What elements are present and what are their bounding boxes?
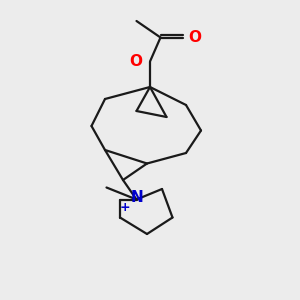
Text: O: O [188, 30, 201, 45]
Text: O: O [130, 54, 142, 69]
Text: N: N [130, 190, 143, 205]
Text: +: + [120, 201, 130, 214]
